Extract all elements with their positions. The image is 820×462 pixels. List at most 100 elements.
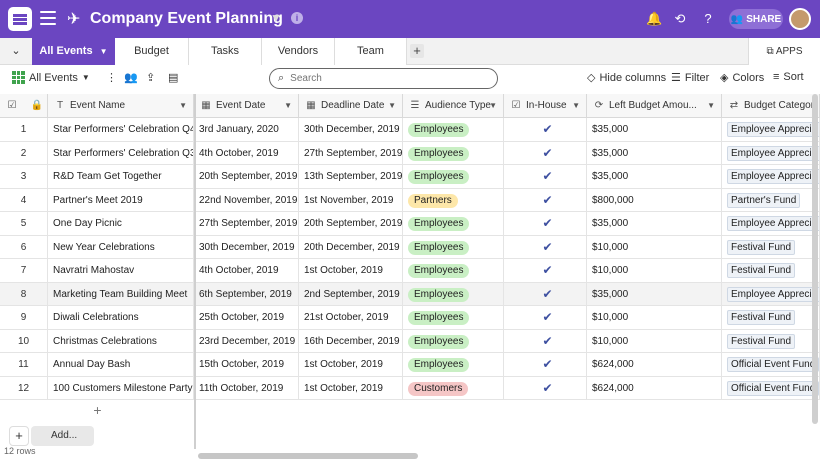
checkmark-icon[interactable]: ✔ bbox=[542, 192, 553, 207]
cell-deadline[interactable]: 20th December, 2019 bbox=[299, 235, 403, 259]
users-icon[interactable]: 👥 bbox=[124, 72, 138, 84]
cell-name[interactable]: Star Performers' Celebration Q4 bbox=[48, 118, 194, 141]
select-all-header[interactable]: ☑ 🔒 bbox=[0, 94, 48, 118]
cell-deadline[interactable]: 1st November, 2019 bbox=[299, 188, 403, 212]
cell-category[interactable]: Festival Fund bbox=[722, 306, 820, 329]
menu-icon[interactable] bbox=[40, 11, 56, 25]
cell-event-date[interactable]: 27th September, 2019 bbox=[194, 212, 299, 235]
checkmark-icon[interactable]: ✔ bbox=[542, 310, 553, 324]
cell-name[interactable]: New Year Celebrations bbox=[48, 235, 194, 259]
column-header-audience[interactable]: ☰ Audience Type ▼ bbox=[403, 94, 504, 118]
cell-name[interactable]: Star Performers' Celebration Q3 bbox=[48, 141, 194, 165]
cell-name[interactable]: 100 Customers Milestone Party bbox=[48, 376, 194, 400]
column-header-event-date[interactable]: ▦ Event Date ▼ bbox=[194, 94, 299, 118]
cell-category[interactable]: Employee Apprecia bbox=[722, 141, 820, 165]
cell-budget[interactable]: $800,000 bbox=[587, 188, 722, 212]
cell-deadline[interactable]: 27th September, 2019 bbox=[299, 141, 403, 165]
cell-audience[interactable]: Employees bbox=[403, 141, 504, 165]
row-number[interactable]: 7 bbox=[0, 259, 48, 282]
checkmark-icon[interactable]: ✔ bbox=[542, 169, 553, 183]
cell-budget[interactable]: $35,000 bbox=[587, 212, 722, 235]
cell-name[interactable]: Annual Day Bash bbox=[48, 353, 194, 376]
cell-name[interactable]: One Day Picnic bbox=[48, 212, 194, 235]
cell-budget[interactable]: $624,000 bbox=[587, 376, 722, 400]
category-tag[interactable]: Festival Fund bbox=[727, 310, 796, 325]
cell-inhouse[interactable]: ✔ bbox=[504, 118, 587, 141]
cell-event-date[interactable]: 3rd January, 2020 bbox=[194, 118, 299, 141]
cell-category[interactable]: Employee Apprecia bbox=[722, 165, 820, 188]
cell-audience[interactable]: Employees bbox=[403, 118, 504, 141]
cell-name[interactable]: Partner's Meet 2019 bbox=[48, 188, 194, 212]
sort-button[interactable]: ≡ Sort bbox=[773, 71, 804, 83]
cell-inhouse[interactable]: ✔ bbox=[504, 282, 587, 306]
cell-inhouse[interactable]: ✔ bbox=[504, 235, 587, 259]
filter-button[interactable]: ☰ Filter bbox=[671, 71, 709, 85]
row-number[interactable]: 11 bbox=[0, 353, 48, 376]
chevron-down-icon[interactable]: ▼ bbox=[572, 101, 580, 110]
cell-category[interactable]: Festival Fund bbox=[722, 235, 820, 259]
cell-budget[interactable]: $35,000 bbox=[587, 165, 722, 188]
frozen-divider[interactable] bbox=[194, 94, 196, 449]
checkmark-icon[interactable]: ✔ bbox=[542, 286, 553, 301]
cell-inhouse[interactable]: ✔ bbox=[504, 329, 587, 353]
category-tag[interactable]: Employee Apprecia bbox=[727, 122, 819, 137]
cell-inhouse[interactable]: ✔ bbox=[504, 212, 587, 235]
category-tag[interactable]: Festival Fund bbox=[727, 263, 796, 278]
tab-vendors[interactable]: Vendors bbox=[262, 38, 335, 65]
checkmark-icon[interactable]: ✔ bbox=[542, 216, 553, 230]
column-header-name[interactable]: T Event Name ▼ bbox=[48, 94, 194, 118]
app-logo[interactable] bbox=[8, 7, 32, 31]
chevron-down-icon[interactable]: ▼ bbox=[388, 101, 396, 110]
cell-audience[interactable]: Employees bbox=[403, 235, 504, 259]
search-input[interactable] bbox=[290, 73, 481, 84]
cell-inhouse[interactable]: ✔ bbox=[504, 259, 587, 282]
cell-budget[interactable]: $35,000 bbox=[587, 282, 722, 306]
cell-inhouse[interactable]: ✔ bbox=[504, 165, 587, 188]
cell-inhouse[interactable]: ✔ bbox=[504, 376, 587, 400]
history-icon[interactable]: ⟲ bbox=[674, 11, 686, 26]
tab-tasks[interactable]: Tasks bbox=[189, 38, 262, 65]
table-row[interactable]: 11 Annual Day Bash 15th October, 2019 1st O… bbox=[0, 353, 820, 377]
table-row[interactable]: 12 100 Customers Milestone Party 11th Octo… bbox=[0, 376, 820, 400]
cell-name[interactable]: Marketing Team Building Meet bbox=[48, 282, 194, 306]
row-number[interactable]: 5 bbox=[0, 212, 48, 235]
bell-icon[interactable]: 🔔 bbox=[646, 11, 663, 26]
row-number[interactable]: 3 bbox=[0, 165, 48, 188]
cell-deadline[interactable]: 30th December, 2019 bbox=[299, 118, 403, 141]
tab-all-events[interactable]: All Events ▼ bbox=[32, 38, 115, 65]
more-options-icon[interactable]: ⋮ bbox=[106, 72, 117, 84]
add-field-button[interactable]: Add... bbox=[31, 426, 94, 446]
cell-audience[interactable]: Employees bbox=[403, 259, 504, 282]
cell-deadline[interactable]: 21st October, 2019 bbox=[299, 306, 403, 329]
table-row[interactable]: 4 Partner's Meet 2019 22nd November, 2019 1… bbox=[0, 188, 820, 212]
cell-budget[interactable]: $10,000 bbox=[587, 306, 722, 329]
column-header-budget[interactable]: ⟳ Left Budget Amou... ▼ bbox=[587, 94, 722, 118]
category-tag[interactable]: Festival Fund bbox=[727, 239, 796, 255]
column-header-deadline[interactable]: ▦ Deadline Date ▼ bbox=[299, 94, 403, 118]
tab-budget[interactable]: Budget bbox=[115, 38, 189, 65]
cell-budget[interactable]: $35,000 bbox=[587, 141, 722, 165]
help-icon[interactable]: ? bbox=[704, 11, 712, 26]
cell-deadline[interactable]: 1st October, 2019 bbox=[299, 259, 403, 282]
category-tag[interactable]: Partner's Fund bbox=[727, 192, 801, 208]
column-header-category[interactable]: ⇄ Budget Categor bbox=[722, 94, 820, 118]
chevron-down-icon[interactable]: ▼ bbox=[489, 101, 497, 110]
avatar[interactable] bbox=[789, 8, 811, 30]
row-number[interactable]: 2 bbox=[0, 141, 48, 165]
checkmark-icon[interactable]: ✔ bbox=[542, 263, 553, 277]
apps-button[interactable]: ⧉ APPS bbox=[748, 38, 820, 65]
chevron-down-icon[interactable]: ▼ bbox=[99, 47, 108, 56]
cell-budget[interactable]: $10,000 bbox=[587, 329, 722, 353]
table-row[interactable]: 8 Marketing Team Building Meet 6th Septemb… bbox=[0, 282, 820, 306]
cell-event-date[interactable]: 11th October, 2019 bbox=[194, 376, 299, 400]
chevron-down-icon[interactable]: ▼ bbox=[284, 101, 292, 110]
cell-category[interactable]: Official Event Fund bbox=[722, 376, 820, 400]
cell-event-date[interactable]: 22nd November, 2019 bbox=[194, 188, 299, 212]
checkmark-icon[interactable]: ✔ bbox=[542, 357, 553, 371]
checkmark-icon[interactable]: ✔ bbox=[542, 122, 553, 136]
info-icon[interactable]: i bbox=[291, 12, 303, 24]
hide-columns-button[interactable]: ◇ Hide columns bbox=[587, 71, 666, 85]
checkmark-icon[interactable]: ✔ bbox=[542, 380, 553, 395]
search-box[interactable]: ⌕ bbox=[269, 68, 498, 89]
share-button[interactable]: 👥 SHARE bbox=[729, 9, 783, 29]
